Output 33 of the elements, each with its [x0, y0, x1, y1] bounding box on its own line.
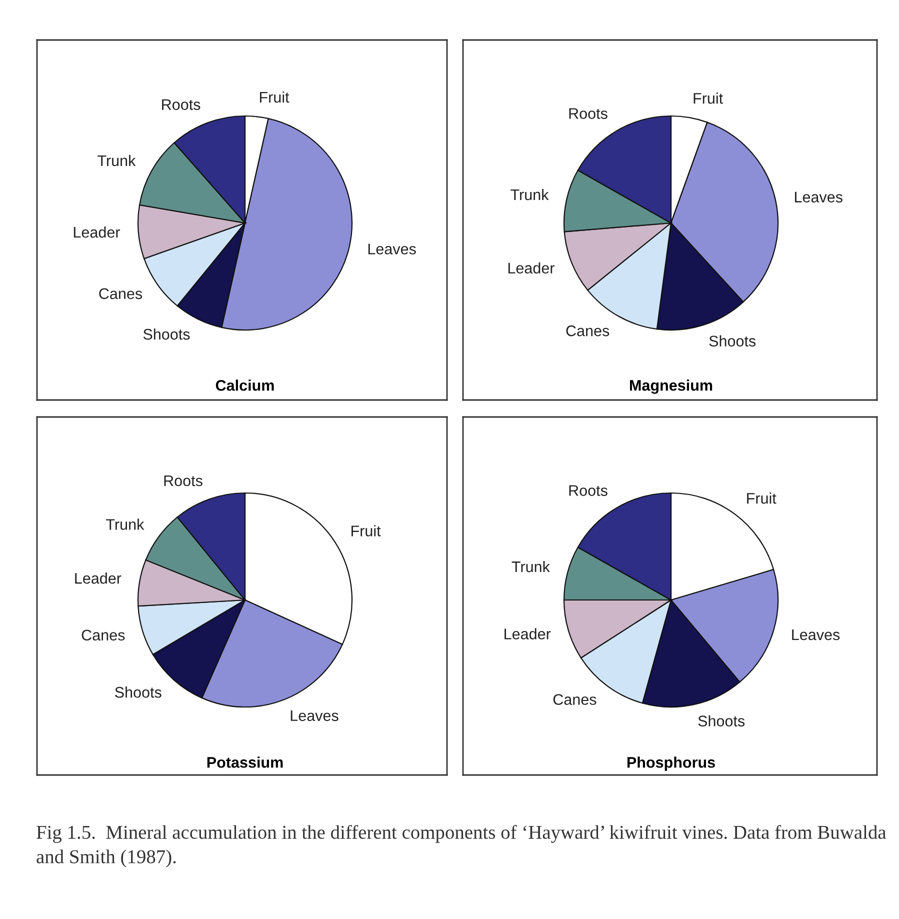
slice-label: Shoots — [115, 686, 162, 698]
slice-label: Canes — [566, 325, 610, 336]
slice-label: Leaves — [795, 192, 842, 202]
caption: Fig 1.5. Mineral accumulation in the different components of ‘Hayward’ kiwifruit vines. Data from Buwalda and Smith (1987). — [36, 825, 886, 868]
text: Phosphorus — [627, 756, 715, 771]
slice-label: Leaves — [290, 710, 338, 722]
slice-label: Fruit — [352, 525, 381, 536]
slice-label: Trunk — [106, 518, 144, 530]
slice-label: Trunk — [510, 188, 549, 200]
slice-label: Shoots — [709, 335, 756, 347]
slice-label: Leaves — [792, 630, 840, 640]
slice-label: Roots — [162, 99, 200, 110]
slice-label: Fruit — [694, 92, 723, 104]
slice-label: Canes — [82, 630, 125, 641]
text: Potassium — [207, 756, 283, 768]
slice-label: Canes — [99, 288, 142, 300]
slice-label: Fruit — [747, 492, 776, 504]
slice-label: Shoots — [698, 715, 745, 726]
slice-label: Canes — [553, 694, 596, 705]
slice-label: Leader — [504, 628, 551, 640]
slice-label: Roots — [164, 476, 202, 486]
slice-label: Leaves — [368, 244, 416, 254]
slice-label: Trunk — [98, 154, 136, 166]
text: Magnesium — [630, 380, 712, 394]
slice-label: Fruit — [260, 91, 290, 103]
slice-label: Leader — [75, 572, 122, 584]
text: Calcium — [216, 380, 274, 391]
slice-label: Trunk — [512, 560, 550, 572]
slice-label: Leader — [74, 226, 120, 238]
slice-label: Leader — [508, 262, 554, 274]
slice-label: Roots — [569, 485, 608, 496]
slice-label: Roots — [569, 108, 608, 119]
slice-label: Shoots — [143, 328, 190, 340]
